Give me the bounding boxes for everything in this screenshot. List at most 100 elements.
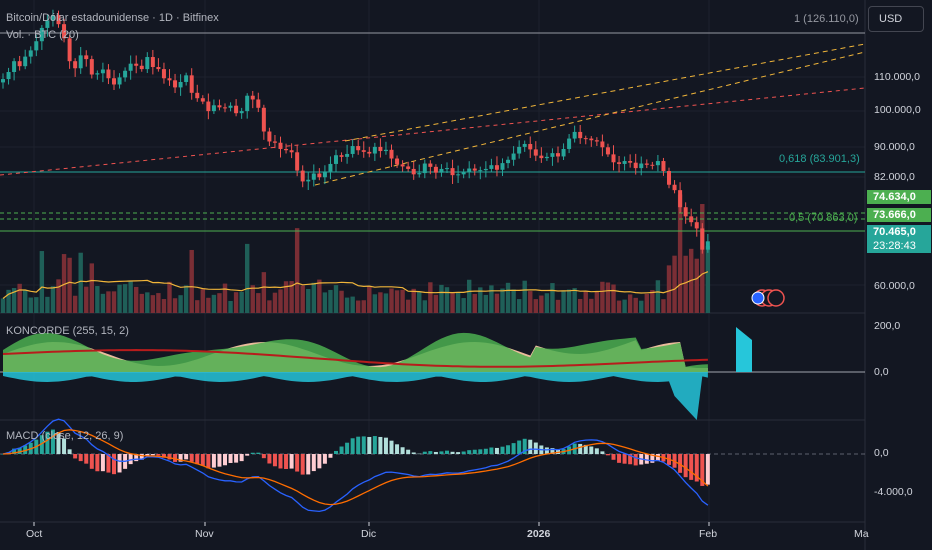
candle — [528, 136, 533, 159]
volume-bar — [661, 299, 666, 313]
volume-bar — [261, 272, 267, 313]
time-label-feb: Feb — [699, 528, 718, 540]
candle — [239, 107, 244, 119]
volume-bar — [666, 265, 672, 313]
candle — [494, 156, 499, 177]
volume-bar — [444, 287, 450, 313]
countdown-tag: 23:28:43 — [867, 239, 931, 253]
candle — [184, 72, 189, 86]
candle — [583, 135, 588, 145]
macd-bar — [611, 454, 616, 460]
volume-bar — [317, 279, 322, 313]
volume-bar — [550, 283, 555, 313]
candle — [539, 147, 544, 163]
macd-bar — [145, 454, 150, 456]
candle — [223, 103, 227, 113]
koncorde-green-area — [3, 332, 708, 372]
candle — [533, 141, 538, 162]
macd-bar — [544, 447, 549, 454]
candle — [639, 156, 644, 176]
macd-bar — [300, 454, 305, 475]
macd-bar — [406, 449, 411, 454]
volume-bar — [428, 282, 433, 313]
macd-bar — [467, 450, 472, 454]
candle — [378, 138, 383, 158]
volume-bar — [39, 251, 45, 313]
price-label-100000: 100.000,0 — [874, 104, 921, 116]
macd-bar — [372, 436, 377, 454]
candle — [289, 143, 294, 159]
koncorde-label-0: 0,0 — [874, 366, 889, 378]
macd-bar — [50, 429, 55, 454]
candle — [700, 223, 705, 254]
candle — [134, 55, 139, 74]
volume-bar — [344, 297, 350, 313]
candle — [422, 159, 427, 179]
volume-bar — [278, 289, 283, 313]
macd-bar — [478, 449, 483, 454]
volume-bar — [583, 290, 588, 313]
volume-bar — [45, 296, 50, 313]
macd-bar — [472, 449, 477, 454]
volume-bar — [600, 281, 605, 313]
candle — [439, 164, 444, 177]
macd-histogram — [1, 429, 710, 486]
candle — [217, 99, 222, 111]
macd-bar — [106, 454, 111, 473]
macd-bar — [511, 443, 516, 454]
event-icons[interactable] — [751, 289, 785, 307]
candle — [84, 50, 89, 67]
volume-bar — [700, 204, 705, 313]
volume-bar — [289, 281, 294, 313]
volume-bar — [455, 291, 461, 313]
volume-bar — [178, 295, 183, 313]
volume-bar — [511, 289, 516, 313]
macd-bar — [134, 454, 139, 462]
macd-bar — [356, 436, 361, 454]
candle — [361, 141, 366, 158]
volume-bar — [172, 298, 178, 313]
macd-bar — [322, 454, 327, 464]
volume-bar — [533, 299, 538, 313]
candle — [56, 10, 61, 28]
volume-bar — [633, 297, 638, 313]
volume-bar — [233, 292, 239, 313]
candle — [156, 58, 161, 72]
volume-bar — [145, 292, 150, 313]
candle — [617, 155, 622, 173]
macd-bar — [334, 450, 338, 454]
candle — [95, 70, 100, 80]
macd-bar — [522, 438, 527, 454]
macd-bar — [589, 446, 594, 454]
candle — [67, 34, 72, 69]
volume-bar — [605, 282, 611, 313]
macd-bar — [628, 454, 633, 465]
time-label-oct: Oct — [26, 528, 43, 540]
candle — [445, 162, 449, 173]
candle — [672, 180, 677, 194]
volume-bar — [245, 243, 250, 313]
candle — [506, 156, 511, 169]
time-label-2026: 2026 — [527, 528, 551, 540]
macd-bar — [655, 454, 660, 461]
volume-bar — [422, 300, 427, 313]
volume-bar — [372, 294, 378, 313]
currency-button[interactable]: USD — [868, 6, 924, 32]
macd-bar — [56, 432, 61, 454]
macd-label-0: 0,0 — [874, 447, 889, 459]
volume-bar — [333, 285, 339, 313]
macd-bar — [361, 436, 366, 454]
volume-bar — [356, 300, 361, 313]
volume-bar — [17, 283, 22, 313]
candle — [311, 164, 316, 187]
volume-bar — [128, 280, 133, 313]
volume-bar — [239, 291, 244, 313]
fib-618-label: 0,618 (83.901,3) — [779, 153, 860, 165]
macd-line — [2, 418, 709, 513]
candle — [62, 18, 67, 43]
volume-bar — [34, 297, 39, 313]
volume-bar — [644, 293, 649, 313]
macd-bar — [500, 446, 505, 454]
macd-bar — [694, 454, 699, 482]
